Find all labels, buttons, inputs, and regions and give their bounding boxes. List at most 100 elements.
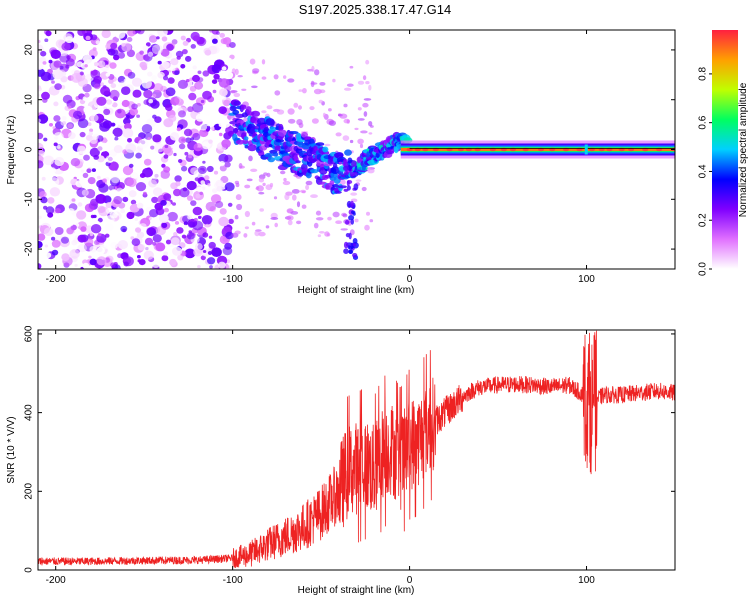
noise-blob [310,194,318,199]
noise-blob [213,73,220,80]
noise-blob [287,209,293,213]
noise-blob [355,179,362,182]
noise-blob [218,261,226,269]
noise-blob [102,178,107,183]
snr-xtick-label: -200 [46,575,66,586]
noise-blob [197,70,202,75]
noise-blob [224,161,231,168]
noise-blob [163,154,169,159]
noise-blob [117,240,128,250]
track-blob [334,190,342,194]
noise-blob [152,241,157,246]
track-blob [343,188,349,192]
noise-blob [293,102,299,108]
noise-blob [152,93,157,98]
noise-blob [342,135,350,141]
noise-blob [93,83,101,90]
track-blob [277,129,287,137]
noise-blob [161,163,166,168]
noise-blob [38,62,44,70]
noise-blob [335,220,342,224]
noise-blob [112,127,123,137]
noise-blob [92,47,97,51]
noise-blob [369,219,374,223]
noise-blob [234,215,239,220]
noise-blob [292,194,297,201]
noise-blob [276,109,285,115]
noise-blob [197,165,207,175]
track-blob [251,110,261,117]
track-blob [350,200,354,207]
noise-blob [313,222,319,229]
noise-blob [95,220,100,225]
noise-blob [130,172,138,179]
snr-ytick-label: 400 [24,404,35,421]
colorbar-tick-label: 0.8 [698,67,709,81]
noise-blob [121,42,132,52]
noise-blob [131,238,141,247]
noise-blob [206,122,211,127]
track-blob [350,218,354,225]
noise-blob [235,194,242,201]
noise-blob [51,239,61,248]
noise-blob [340,228,348,231]
noise-blob [188,92,197,101]
noise-blob [354,127,359,131]
spectrogram-ytick-label: 10 [24,94,35,106]
noise-blob [187,106,194,113]
noise-blob [105,155,115,164]
noise-blob [236,203,243,211]
noise-blob [311,118,319,124]
noise-blob [365,59,370,65]
noise-blob [231,68,236,74]
noise-blob [65,36,74,44]
noise-blob [154,116,162,123]
noise-blob [105,202,113,209]
noise-blob [164,144,169,149]
track-blob [245,106,252,113]
noise-blob [148,216,157,224]
noise-blob [166,43,174,51]
spectrogram-ytick-label: -20 [24,241,35,256]
noise-blob [87,177,96,185]
noise-blob [314,69,320,76]
noise-blob [230,90,236,94]
noise-blob [283,177,287,182]
noise-blob [160,199,167,206]
track-blob [233,100,241,106]
noise-blob [77,234,87,243]
noise-blob [168,114,177,122]
noise-blob [68,208,74,214]
noise-blob [44,244,49,248]
noise-blob [96,175,101,180]
noise-blob [224,71,234,80]
noise-blob [96,256,107,266]
noise-blob [175,67,179,71]
noise-blob [180,35,186,41]
noise-blob [97,60,106,68]
track-blob [269,126,277,132]
noise-blob [157,71,165,79]
noise-blob [143,250,154,260]
noise-blob [85,35,91,41]
noise-blob [324,143,331,147]
noise-blob [137,244,146,251]
noise-blob [234,230,241,235]
carrier-core [400,147,675,152]
noise-blob [50,49,57,56]
spectrogram-xlabel: Height of straight line (km) [298,285,415,296]
noise-blob [349,65,354,69]
noise-blob [349,139,354,144]
track-blob [295,160,301,164]
noise-blob [82,262,90,269]
noise-blob [59,263,65,268]
carrier-glitch [584,144,588,155]
noise-blob [77,118,89,129]
track-blob [361,164,366,172]
noise-blob [123,117,131,125]
noise-blob [53,115,61,122]
noise-blob [172,246,183,256]
noise-blob [135,182,147,192]
